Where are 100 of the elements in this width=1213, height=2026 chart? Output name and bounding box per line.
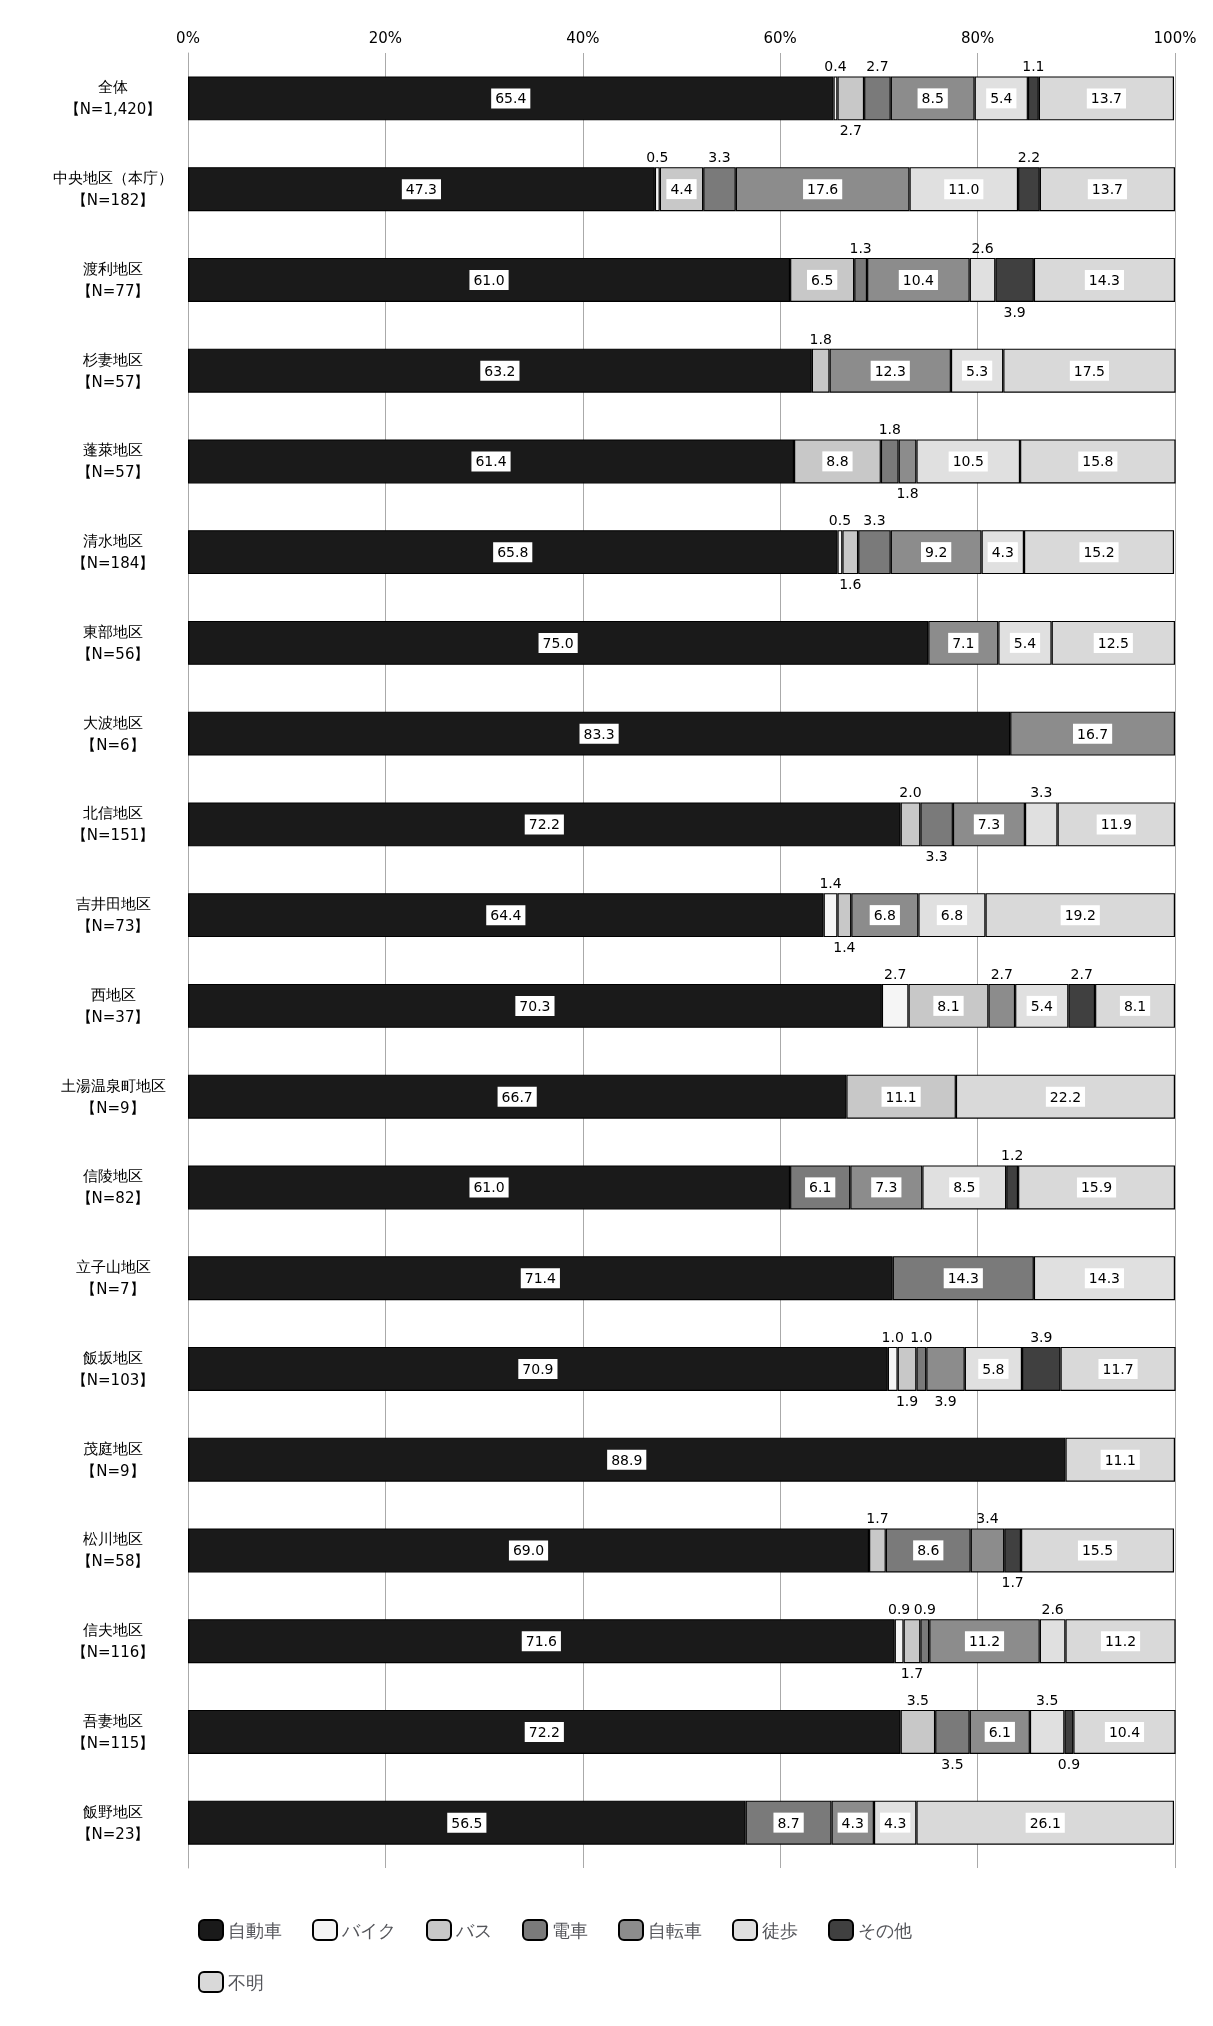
y-tick-label: 北信地区【N=151】 bbox=[71, 804, 155, 845]
x-tick-label: 100% bbox=[1153, 28, 1197, 47]
data-label: 3.3 bbox=[1030, 784, 1053, 801]
x-tick-label: 80% bbox=[960, 28, 995, 47]
data-label: 72.2 bbox=[528, 816, 560, 833]
data-label: 69.0 bbox=[512, 1542, 545, 1559]
data-label: 6.8 bbox=[873, 907, 896, 924]
data-label: 8.5 bbox=[953, 1179, 976, 1196]
bar bbox=[188, 530, 838, 575]
data-label: 2.7 bbox=[1070, 965, 1093, 982]
data-label: 15.2 bbox=[1083, 544, 1115, 561]
data-label: 83.3 bbox=[583, 725, 615, 742]
data-label: 71.4 bbox=[524, 1270, 557, 1287]
legend-label: バス bbox=[455, 1919, 492, 1941]
data-label: 0.5 bbox=[646, 149, 669, 166]
data-label: 4.3 bbox=[991, 544, 1014, 561]
data-label: 61.0 bbox=[473, 271, 505, 288]
data-label: 0.9 bbox=[888, 1601, 911, 1618]
data-label: 75.0 bbox=[542, 634, 574, 651]
data-label: 2.2 bbox=[1017, 149, 1041, 166]
legend-label: 自転車 bbox=[648, 1919, 702, 1941]
data-label: 0.5 bbox=[828, 512, 852, 529]
y-tick-label: 飯坂地区【N=103】 bbox=[71, 1348, 155, 1389]
data-label: 71.6 bbox=[525, 1633, 558, 1650]
data-label: 1.7 bbox=[1001, 1574, 1024, 1591]
data-label: 56.5 bbox=[451, 1814, 483, 1831]
data-label: 2.7 bbox=[990, 965, 1013, 982]
data-label: 11.1 bbox=[1104, 1451, 1136, 1468]
y-tick-label: 土湯温泉町地区【N=9】 bbox=[60, 1076, 166, 1117]
data-label: 6.1 bbox=[988, 1723, 1011, 1740]
data-label: 3.3 bbox=[925, 848, 948, 865]
data-label: 26.1 bbox=[1029, 1814, 1061, 1831]
data-label: 4.3 bbox=[841, 1814, 864, 1831]
data-label: 1.0 bbox=[910, 1328, 933, 1345]
data-label: 11.2 bbox=[1104, 1633, 1137, 1650]
data-label: 61.4 bbox=[475, 453, 507, 470]
data-label: 3.9 bbox=[1030, 1328, 1053, 1345]
data-label: 1.3 bbox=[849, 239, 872, 256]
data-label: 8.5 bbox=[921, 90, 944, 107]
y-tick-label: 東部地区【N=56】 bbox=[76, 622, 150, 663]
data-label: 61.0 bbox=[473, 1179, 505, 1196]
y-tick-label: 中央地区（本庁）【N=182】 bbox=[53, 169, 173, 210]
data-label: 19.2 bbox=[1064, 907, 1096, 924]
data-label: 11.9 bbox=[1100, 816, 1132, 833]
data-label: 0.9 bbox=[1057, 1755, 1081, 1772]
data-label: 6.5 bbox=[811, 271, 834, 288]
data-label: 1.2 bbox=[1001, 1147, 1024, 1164]
data-label: 63.2 bbox=[484, 362, 516, 379]
data-label: 70.9 bbox=[522, 1360, 554, 1377]
data-label: 11.2 bbox=[968, 1633, 1001, 1650]
x-tick-label: 0% bbox=[176, 28, 200, 47]
data-label: 2.7 bbox=[839, 122, 862, 139]
data-label: 6.1 bbox=[809, 1179, 832, 1196]
data-label: 64.4 bbox=[490, 907, 522, 924]
x-tick-label: 60% bbox=[763, 28, 797, 47]
y-tick-label: 渡利地区【N=77】 bbox=[76, 259, 150, 300]
bar bbox=[188, 76, 834, 121]
data-label: 11.1 bbox=[885, 1088, 917, 1105]
y-tick-label: 立子山地区【N=7】 bbox=[75, 1258, 151, 1299]
data-label: 5.8 bbox=[982, 1360, 1005, 1377]
data-label: 3.9 bbox=[1003, 303, 1026, 320]
data-label: 7.3 bbox=[875, 1179, 898, 1196]
legend-label: バイク bbox=[341, 1919, 396, 1941]
data-label: 13.7 bbox=[1091, 181, 1123, 198]
data-label: 3.3 bbox=[708, 149, 731, 166]
data-label: 70.3 bbox=[519, 997, 551, 1014]
data-label: 3.9 bbox=[934, 1392, 957, 1409]
legend-label: その他 bbox=[858, 1919, 912, 1941]
data-label: 1.6 bbox=[839, 576, 862, 593]
data-label: 1.7 bbox=[900, 1665, 924, 1682]
y-tick-label: 飯野地区【N=23】 bbox=[76, 1802, 150, 1843]
legend-label: 電車 bbox=[552, 1919, 588, 1941]
y-tick-label: 清水地区【N=184】 bbox=[71, 532, 155, 573]
data-label: 2.6 bbox=[1041, 1601, 1064, 1618]
data-label: 5.3 bbox=[965, 362, 989, 379]
data-label: 5.4 bbox=[990, 90, 1013, 107]
x-tick-label: 20% bbox=[368, 28, 403, 47]
data-label: 1.8 bbox=[878, 421, 901, 438]
data-label: 12.3 bbox=[874, 362, 906, 379]
data-label: 0.9 bbox=[913, 1601, 936, 1618]
data-label: 66.7 bbox=[501, 1088, 533, 1105]
data-label: 88.9 bbox=[611, 1451, 643, 1468]
y-tick-label: 吉井田地区【N=73】 bbox=[75, 895, 151, 936]
data-label: 15.8 bbox=[1082, 453, 1114, 470]
data-label: 11.7 bbox=[1102, 1360, 1134, 1377]
data-label: 2.6 bbox=[971, 239, 994, 256]
data-label: 1.8 bbox=[809, 330, 832, 347]
data-label: 4.3 bbox=[884, 1814, 907, 1831]
y-tick-label: 全体【N=1,420】 bbox=[64, 78, 162, 119]
data-label: 0.4 bbox=[824, 58, 847, 75]
data-label: 3.3 bbox=[863, 512, 886, 529]
data-label: 8.7 bbox=[777, 1814, 800, 1831]
data-label: 6.8 bbox=[940, 907, 964, 924]
data-label: 9.2 bbox=[925, 544, 948, 561]
y-tick-label: 信陵地区【N=82】 bbox=[76, 1167, 150, 1208]
legend-label: 不明 bbox=[228, 1971, 264, 1993]
data-label: 72.2 bbox=[528, 1723, 560, 1740]
data-label: 2.7 bbox=[866, 58, 889, 75]
data-label: 1.4 bbox=[833, 939, 856, 956]
data-label: 7.3 bbox=[977, 816, 1001, 833]
